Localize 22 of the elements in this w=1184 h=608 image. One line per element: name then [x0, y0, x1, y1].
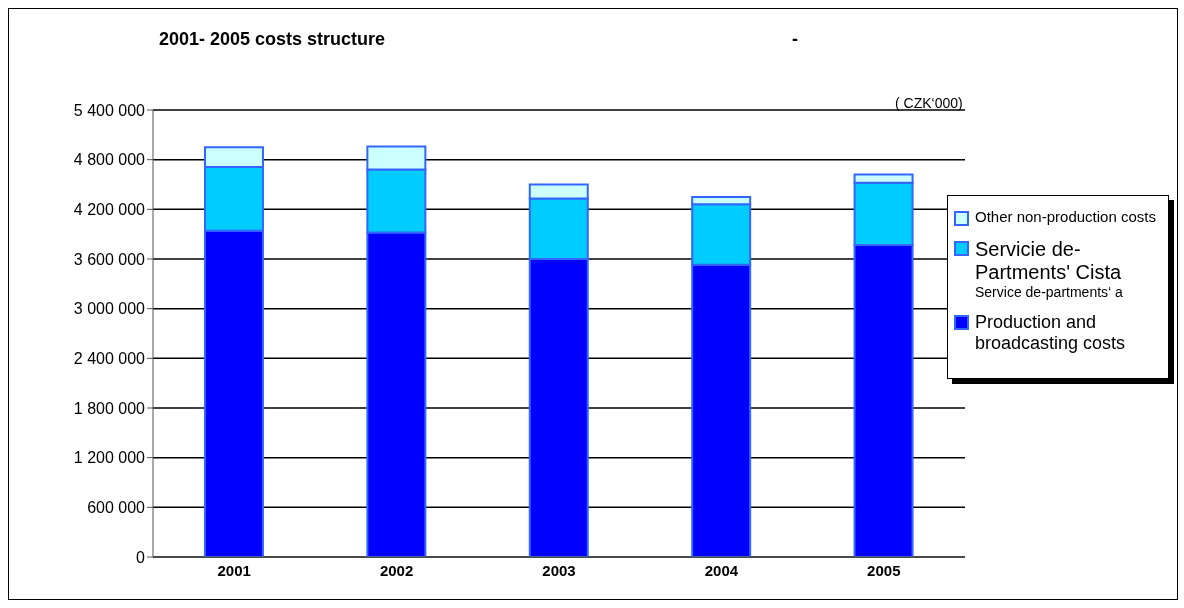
y-tick-label: 1 200 000 — [73, 449, 146, 467]
y-tick-label: 5 400 000 — [73, 101, 146, 119]
y-tick-label: 0 — [136, 548, 146, 566]
text: - — [792, 29, 798, 50]
x-tick-label: 2004 — [704, 561, 739, 579]
annotation: ( CZK‘000) — [895, 95, 963, 111]
x-tick-label: 2001 — [217, 561, 251, 579]
y-tick-label: 4 800 000 — [73, 151, 146, 169]
y-tick-label: 4 200 000 — [73, 201, 146, 219]
x-tick-label: 2005 — [867, 561, 901, 579]
legend-label: Servicie de-Partments' Cista — [975, 238, 1123, 284]
y-tick-label: 600 000 — [87, 499, 146, 517]
text: Service de-partments‘ a — [975, 284, 1124, 300]
y-tick-label: 2 400 000 — [73, 350, 146, 368]
legend-label: Production and broadcasting costs — [975, 312, 1127, 354]
y-tick-label: 3 600 000 — [73, 250, 146, 268]
x-tick-label: 2002 — [379, 561, 414, 579]
x-tick-label: 2003 — [542, 561, 576, 579]
y-tick-label: 1 800 000 — [73, 399, 146, 417]
y-tick-label: 3 000 000 — [73, 300, 146, 318]
legend-label: Other non-production costs — [975, 208, 1156, 225]
chart-title: 2001- 2005 costs structure — [159, 29, 386, 50]
